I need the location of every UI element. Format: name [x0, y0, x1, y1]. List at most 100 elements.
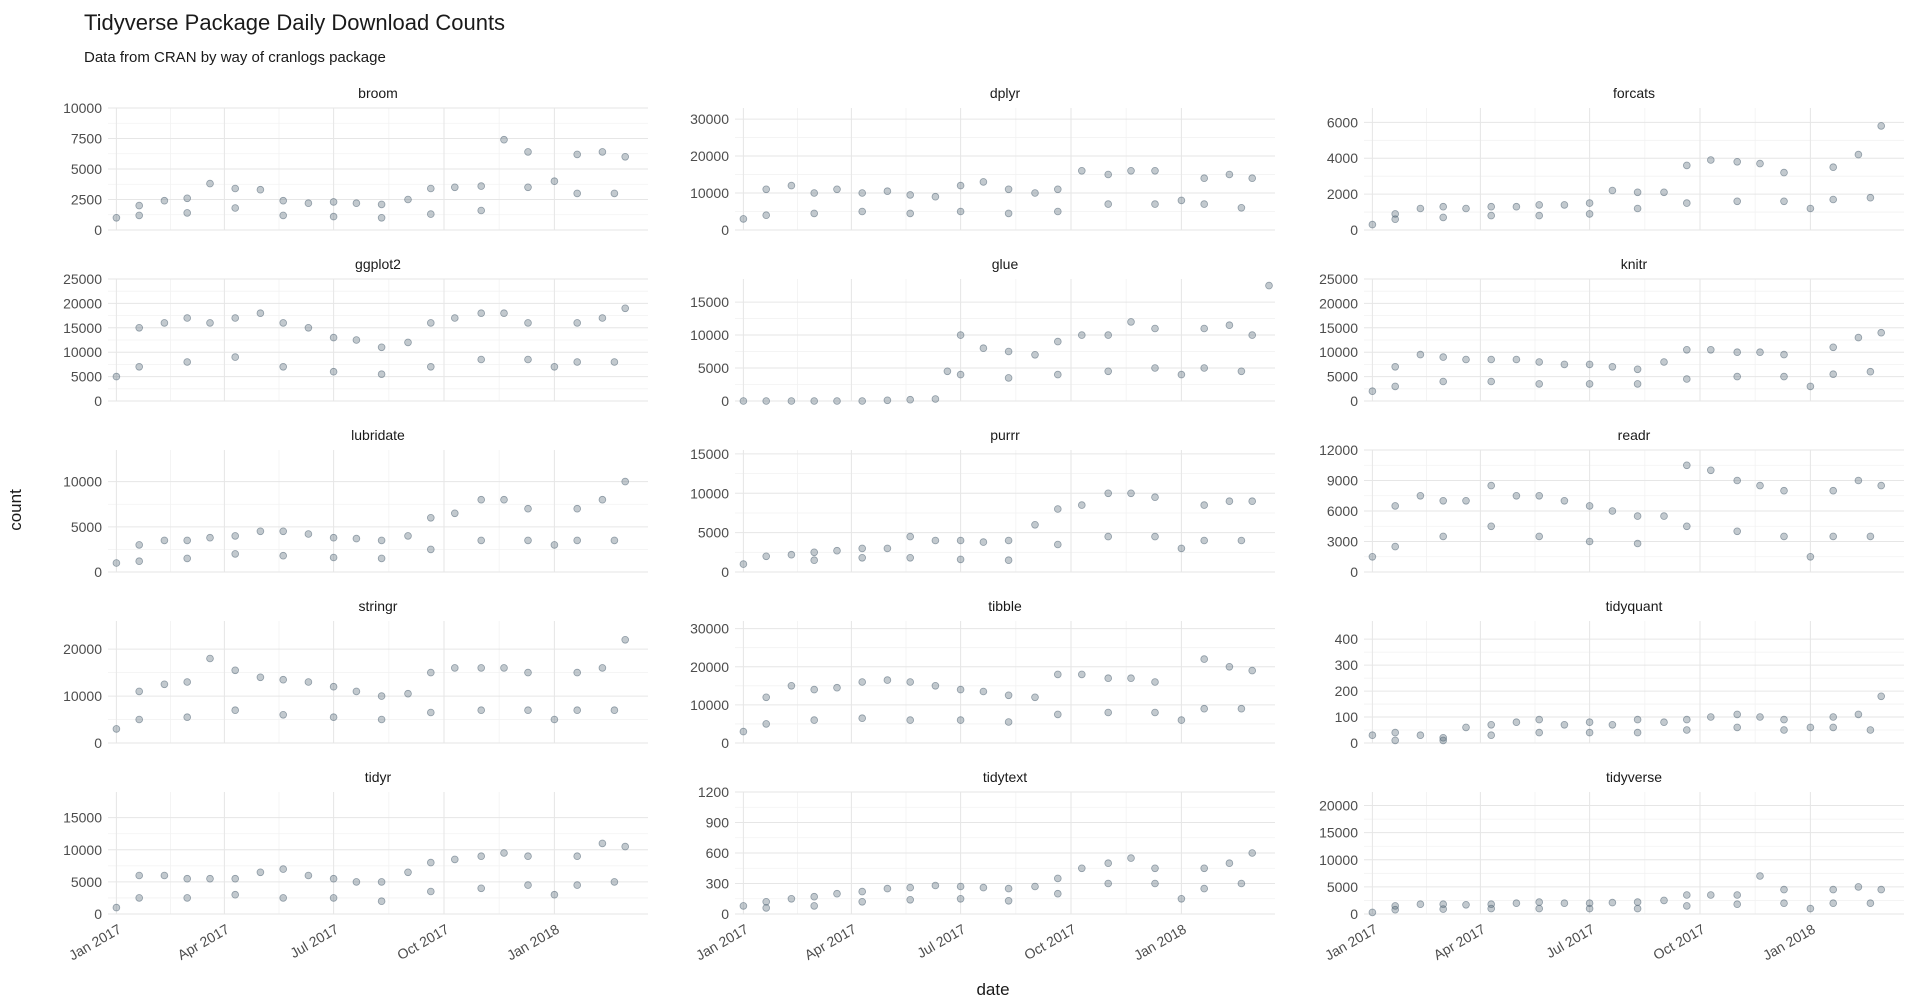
data-point — [160, 680, 169, 689]
data-point — [1535, 898, 1543, 906]
y-tick-label: 9000 — [1327, 473, 1358, 489]
data-point — [1054, 185, 1062, 194]
data-point — [787, 550, 796, 559]
facet-series-dplyr-1 — [762, 200, 1246, 220]
data-point — [1608, 507, 1617, 515]
data-point — [1439, 736, 1447, 745]
data-point — [1683, 161, 1691, 170]
data-point — [1391, 502, 1399, 510]
data-point — [135, 541, 144, 549]
data-point — [404, 689, 412, 698]
facet-panel-tidyr: tidyr 0 5000 10000 15000 Jan 2017 Apr 2017 Jul … — [63, 769, 648, 963]
facet-series-lubridate-0 — [112, 477, 629, 567]
data-point — [883, 676, 892, 684]
y-tick-label: 10000 — [63, 842, 102, 858]
facet-panel-glue: glue 0 5000 10000 15000 — [690, 256, 1275, 409]
facet-series-stringr-1 — [135, 706, 619, 724]
y-tick-label: 2500 — [71, 192, 102, 208]
data-point — [1104, 879, 1112, 888]
facet-label-readr: readr — [1618, 427, 1651, 443]
data-point — [1031, 693, 1039, 702]
data-point — [1560, 201, 1569, 209]
data-point — [377, 200, 386, 209]
data-point — [1829, 885, 1837, 894]
data-point — [256, 309, 265, 318]
facet-series-tidyr-1 — [135, 878, 619, 905]
data-point — [1780, 899, 1788, 907]
data-point — [931, 881, 940, 890]
data-point — [1512, 899, 1521, 907]
data-point — [1780, 486, 1788, 495]
data-point — [183, 314, 192, 322]
data-point — [1248, 174, 1256, 183]
facet-series-purrr-1 — [810, 532, 1246, 564]
data-point — [450, 509, 459, 518]
data-point — [231, 353, 240, 361]
data-point — [183, 536, 192, 545]
data-point — [1104, 859, 1112, 867]
data-point — [906, 553, 914, 562]
data-point — [1078, 501, 1086, 509]
data-point — [183, 209, 192, 217]
data-point — [1031, 350, 1039, 359]
data-point — [858, 544, 866, 553]
data-point — [377, 715, 386, 724]
data-point — [1054, 710, 1062, 719]
data-point — [231, 532, 240, 540]
data-point — [183, 874, 192, 883]
data-point — [610, 536, 619, 545]
data-point — [352, 336, 361, 344]
facet-grid: broom025005000750010000dplyr010000200003… — [63, 85, 1904, 963]
y-tick-label: 25000 — [1319, 271, 1358, 287]
data-point — [550, 715, 559, 724]
data-point — [762, 397, 770, 405]
data-point — [1127, 318, 1135, 326]
data-point — [135, 211, 144, 220]
facet-series-knitr-0 — [1368, 328, 1885, 396]
data-point — [1866, 899, 1875, 907]
y-tick-label: 10000 — [63, 474, 102, 490]
data-point — [762, 693, 770, 702]
data-point — [1683, 461, 1691, 470]
data-point — [426, 319, 435, 327]
data-point — [1660, 188, 1668, 197]
facet-series-tidyverse-1 — [1391, 899, 1875, 914]
data-point — [1104, 200, 1112, 208]
data-point — [598, 148, 607, 156]
data-point — [762, 211, 770, 220]
x-tick-label: Oct 2017 — [1021, 921, 1078, 963]
data-point — [883, 884, 892, 893]
y-tick-label: 15000 — [690, 446, 729, 462]
data-point — [1733, 348, 1741, 357]
data-point — [979, 344, 988, 353]
data-point — [931, 192, 940, 201]
data-point — [979, 883, 988, 892]
facet-series-tibble-1 — [762, 704, 1246, 728]
data-point — [906, 395, 914, 404]
data-point — [135, 557, 144, 565]
y-tick-label: 20000 — [1319, 295, 1358, 311]
data-point — [426, 210, 435, 218]
facet-label-knitr: knitr — [1621, 256, 1648, 272]
data-point — [931, 681, 940, 690]
data-point — [1866, 726, 1875, 734]
data-point — [1535, 491, 1543, 500]
data-point — [1707, 156, 1715, 164]
data-point — [1806, 204, 1815, 213]
data-point — [1512, 202, 1521, 211]
data-point — [1780, 372, 1788, 381]
data-point — [329, 367, 338, 376]
facet-series-ggplot2-1 — [135, 353, 619, 379]
data-point — [1151, 493, 1159, 502]
data-point — [352, 199, 361, 208]
data-point — [1756, 713, 1764, 721]
data-point — [833, 546, 841, 555]
y-tick-label: 6000 — [1327, 114, 1358, 130]
y-tick-label: 5000 — [71, 874, 102, 890]
data-point — [1200, 200, 1208, 208]
data-point — [304, 530, 313, 538]
facet-series-knitr-1 — [1391, 367, 1875, 391]
data-point — [906, 883, 914, 892]
facet-series-broom-0 — [112, 135, 629, 222]
data-point — [810, 902, 818, 910]
